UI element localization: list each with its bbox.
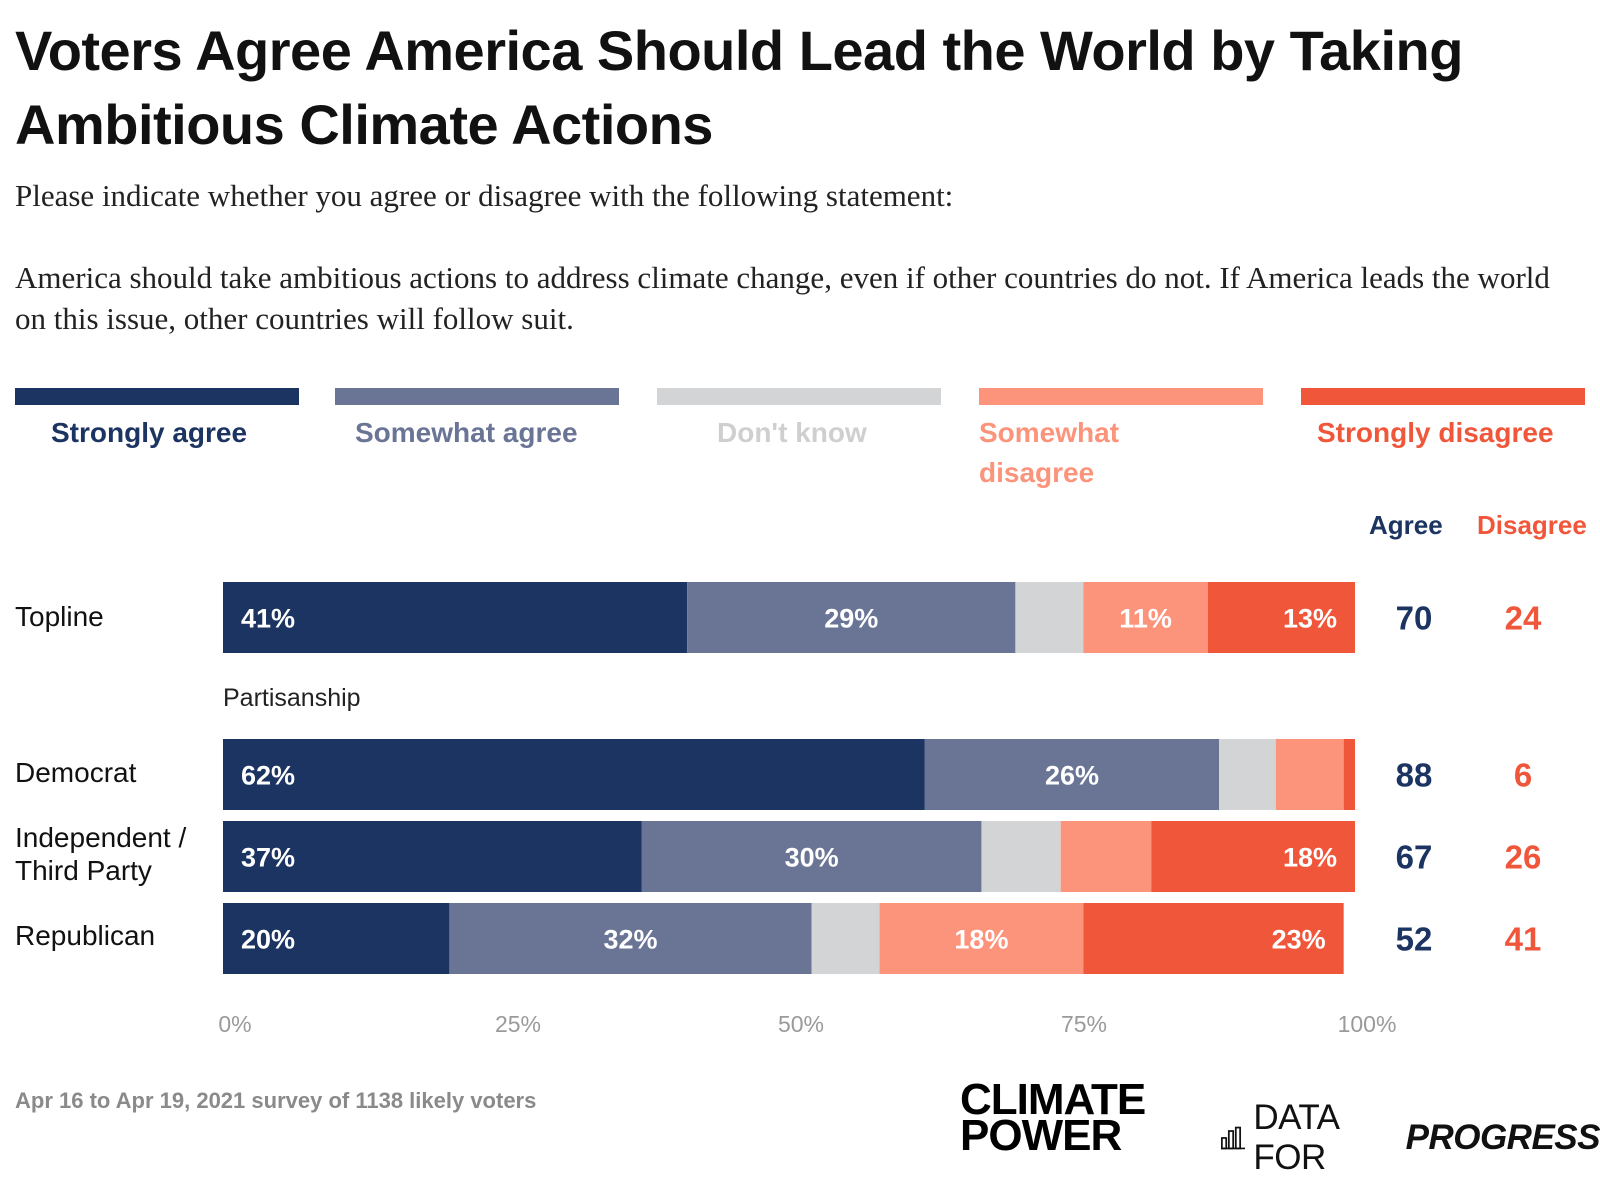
legend-label: Don't know <box>717 417 867 448</box>
bar-segment-strongly-agree-independent-third-party <box>223 821 642 892</box>
agree-total-topline: 70 <box>1396 600 1433 637</box>
legend-item-strongly-agree: Strongly agree <box>15 388 299 453</box>
bar-segment-somewhat-agree-republican <box>449 903 812 974</box>
bar-segment-strongly-disagree-republican <box>1083 903 1344 974</box>
climate-power-logo-line1: CLIMATE <box>960 1075 1146 1124</box>
legend-swatch <box>1301 388 1585 405</box>
bar-value-label-strongly-agree-independent-third-party: 37% <box>241 843 295 873</box>
x-axis-tick-label: 0% <box>218 1011 251 1037</box>
bar-segment-strongly-disagree-democrat <box>1343 739 1355 810</box>
bar-segment-don-t-know-independent-third-party <box>981 821 1061 892</box>
bar-value-label-strongly-disagree-topline: 13% <box>1283 604 1337 634</box>
legend-item-dont-know: Don't know <box>657 388 941 453</box>
bar-segment-strongly-disagree-topline <box>1207 582 1355 653</box>
bar-segment-somewhat-disagree-independent-third-party <box>1060 821 1152 892</box>
bar-value-label-strongly-disagree-republican: 23% <box>1272 925 1326 955</box>
bar-value-label-somewhat-agree-topline: 29% <box>824 604 878 634</box>
bar-value-label-somewhat-agree-democrat: 26% <box>1045 761 1099 791</box>
bar-value-label-somewhat-agree-independent-third-party: 30% <box>785 843 839 873</box>
chart-title: Voters Agree America Should Lead the Wor… <box>15 19 1463 156</box>
row-label-democrat: Democrat <box>15 757 137 788</box>
row-label-republican: Republican <box>15 920 156 951</box>
bar-segment-somewhat-disagree-democrat <box>1275 739 1344 810</box>
climate-power-logo: CLIMATE POWER <box>960 1075 1146 1160</box>
legend-swatch <box>335 388 619 405</box>
bar-value-label-somewhat-agree-republican: 32% <box>603 925 657 955</box>
legend-swatch <box>979 388 1263 405</box>
bar-value-label-strongly-agree-democrat: 62% <box>241 761 295 791</box>
bar-segment-don-t-know-republican <box>811 903 880 974</box>
bar-segment-somewhat-agree-independent-third-party <box>641 821 982 892</box>
section-label-partisanship: Partisanship <box>223 684 361 712</box>
legend-item-somewhat-agree: Somewhat agree <box>335 388 619 453</box>
bar-segment-somewhat-agree-topline <box>687 582 1016 653</box>
bar-segment-don-t-know-topline <box>1015 582 1084 653</box>
agree-total-republican: 52 <box>1396 921 1433 958</box>
bar-value-label-somewhat-disagree-republican: 18% <box>954 925 1008 955</box>
disagree-total-independent-third-party: 26 <box>1505 839 1542 876</box>
bar-segment-don-t-know-democrat <box>1219 739 1276 810</box>
x-axis-tick-label: 25% <box>495 1011 541 1037</box>
bar-segment-strongly-disagree-independent-third-party <box>1151 821 1355 892</box>
bar-segment-somewhat-disagree-republican <box>879 903 1084 974</box>
row-label-independent: Independent / Third Party <box>15 822 187 886</box>
legend-label: Somewhat disagree <box>979 417 1120 488</box>
bar-segment-somewhat-agree-democrat <box>924 739 1220 810</box>
row-label-topline: Topline <box>15 601 104 632</box>
x-axis-tick-label: 50% <box>778 1011 824 1037</box>
bar-value-label-somewhat-disagree-topline: 11% <box>1119 604 1172 634</box>
dfp-logo-emphasis: PROGRESS <box>1405 1118 1600 1157</box>
legend-label: Strongly disagree <box>1317 417 1554 448</box>
bar-segment-strongly-agree-democrat <box>223 739 925 810</box>
disagree-column-header: Disagree <box>1477 510 1587 540</box>
bar-value-label-strongly-agree-topline: 41% <box>241 604 295 634</box>
agree-total-democrat: 88 <box>1396 757 1433 794</box>
legend-label: Strongly agree <box>51 417 248 448</box>
legend-item-somewhat-disagree: Somewhat disagree <box>979 388 1263 493</box>
agree-column-header: Agree <box>1369 510 1443 540</box>
climate-power-logo-line2: POWER <box>960 1111 1122 1160</box>
disagree-total-topline: 24 <box>1505 600 1542 637</box>
legend-swatch <box>657 388 941 405</box>
bar-segment-strongly-agree-republican <box>223 903 450 974</box>
agree-total-independent-third-party: 67 <box>1396 839 1433 876</box>
bar-segment-strongly-agree-topline <box>223 582 688 653</box>
dfp-logo-text: DATA FOR <box>1253 1098 1338 1177</box>
bar-value-label-strongly-agree-republican: 20% <box>241 925 295 955</box>
legend-swatch <box>15 388 299 405</box>
bar-segment-somewhat-disagree-topline <box>1083 582 1208 653</box>
disagree-total-democrat: 6 <box>1514 757 1532 794</box>
survey-footnote: Apr 16 to Apr 19, 2021 survey of 1138 li… <box>15 1088 537 1113</box>
chart-subtitle: Please indicate whether you agree or dis… <box>15 178 954 213</box>
legend-item-strongly-disagree: Strongly disagree <box>1301 388 1585 453</box>
bar-chart-icon <box>1221 1126 1246 1150</box>
disagree-total-republican: 41 <box>1505 921 1542 958</box>
legend-label: Somewhat agree <box>355 417 578 448</box>
x-axis-tick-label: 100% <box>1338 1011 1397 1037</box>
data-for-progress-logo: DATA FOR PROGRESS <box>1221 1098 1600 1178</box>
survey-statement: America should take ambitious actions to… <box>15 260 1550 336</box>
bar-value-label-strongly-disagree-independent-third-party: 18% <box>1283 843 1337 873</box>
x-axis-tick-label: 75% <box>1061 1011 1107 1037</box>
